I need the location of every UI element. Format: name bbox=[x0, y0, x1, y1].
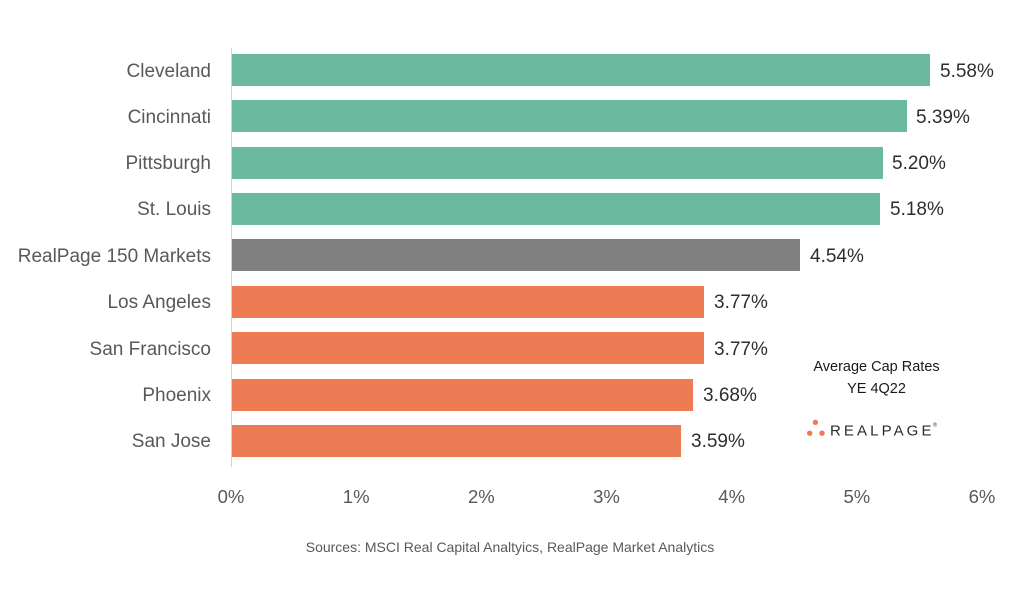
svg-text:®: ® bbox=[933, 422, 937, 429]
svg-text:REALPAGE: REALPAGE bbox=[830, 423, 935, 440]
